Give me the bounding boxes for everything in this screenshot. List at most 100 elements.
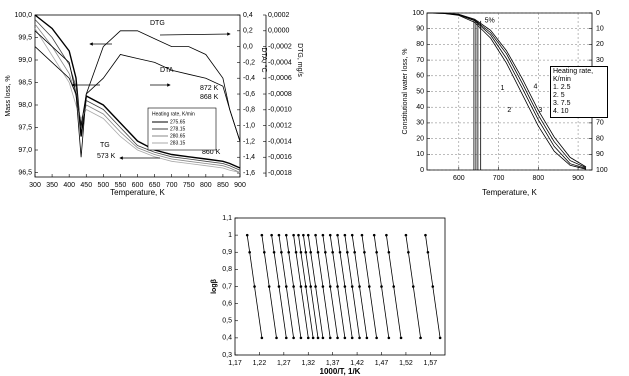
x-axis-label: Temperature, K <box>110 188 165 197</box>
annotation: DTG <box>150 20 165 27</box>
y2-tick-label: -0,6 <box>243 91 255 98</box>
data-point <box>350 233 354 237</box>
data-point <box>316 250 320 254</box>
legend-label: 4. 10 <box>553 108 569 115</box>
x-tick-label: 850 <box>217 182 229 189</box>
y2-tick-label: 30 <box>596 57 604 64</box>
data-point <box>260 233 264 237</box>
data-point <box>284 285 288 288</box>
x-tick-label: 900 <box>234 182 246 189</box>
data-point <box>336 336 339 340</box>
y-tick-label: 1,1 <box>222 215 232 222</box>
data-point <box>321 233 325 237</box>
y-tick-label: 80 <box>416 41 424 48</box>
x-tick-label: 350 <box>46 182 58 189</box>
data-line <box>34 30 241 158</box>
data-point <box>363 250 366 254</box>
data-line <box>344 235 360 338</box>
data-point <box>387 336 391 340</box>
annotation: 5% <box>485 18 495 25</box>
x-tick-label: 900 <box>572 175 584 182</box>
data-line <box>373 235 390 338</box>
y-tick-label: 0,8 <box>222 266 232 273</box>
y-tick-label: 0,5 <box>222 318 232 325</box>
data-point <box>353 250 356 254</box>
data-point <box>309 285 312 288</box>
y-tick-label: 100,0 <box>14 12 32 19</box>
y2-tick-label: 20 <box>596 41 604 48</box>
y3-tick-label: -0,0004 <box>268 59 292 66</box>
data-point <box>358 336 361 340</box>
x-tick-label: 550 <box>115 182 127 189</box>
data-point <box>277 233 281 237</box>
y-tick-label: 30 <box>416 120 424 127</box>
legend: Heating rate, K/min 275.65278.15280.65283… <box>147 107 217 151</box>
data-line <box>303 235 319 338</box>
data-point <box>336 285 339 288</box>
x-tick-label: 800 <box>200 182 212 189</box>
x-axis-label: Temperature, K <box>482 188 537 197</box>
data-line <box>278 235 294 338</box>
x-tick-label: 500 <box>97 182 109 189</box>
y3-tick-label: -0,0014 <box>268 138 292 145</box>
data-point <box>387 250 391 254</box>
data-point <box>360 233 364 237</box>
data-point <box>407 250 410 254</box>
annotation: TG <box>100 142 110 149</box>
data-line <box>298 235 314 338</box>
annotation: 1 <box>501 85 505 92</box>
data-point <box>248 250 251 254</box>
legend-title: Heating rate, K/min <box>553 68 594 83</box>
y2-tick-label: 0,0 <box>243 43 253 50</box>
data-line <box>34 28 241 173</box>
data-point <box>372 233 376 237</box>
data-point <box>316 336 320 340</box>
annotation: DTA <box>160 67 174 74</box>
legend-label: 283.15 <box>170 140 186 146</box>
data-line <box>361 235 377 338</box>
data-point <box>343 336 347 340</box>
annotation: 4 <box>534 84 538 91</box>
y-tick-label: 98,5 <box>18 79 32 86</box>
annotation: 573 K <box>97 153 116 160</box>
x-tick-label: 1,22 <box>253 360 267 367</box>
data-line <box>246 235 263 338</box>
data-point <box>284 233 288 237</box>
y3-tick-label: -0,0010 <box>268 107 292 114</box>
data-line <box>426 12 587 168</box>
data-point <box>311 336 315 340</box>
y-tick-label: 100 <box>412 10 424 17</box>
data-point <box>328 285 332 288</box>
x-tick-label: 1,37 <box>326 360 340 367</box>
y-tick-label: 0,9 <box>222 249 232 256</box>
x-tick-label: 400 <box>63 182 75 189</box>
y-axis-label: logβ <box>211 278 218 293</box>
annotation: 868 K <box>200 94 219 101</box>
x-tick-label: 1,52 <box>399 360 413 367</box>
data-line <box>315 235 331 338</box>
y-tick-label: 0 <box>420 167 424 174</box>
data-line <box>34 19 241 171</box>
data-point <box>302 233 305 237</box>
y-tick-label: 90 <box>416 26 424 33</box>
data-point <box>321 285 325 288</box>
data-line <box>285 235 302 338</box>
data-point <box>411 285 415 288</box>
data-point <box>324 250 327 254</box>
legend: Heating rate, K/min 1. 2.5 2. 5 3. 7.5 4. 1… <box>550 66 608 118</box>
y-tick-label: 20 <box>416 135 424 142</box>
x-tick-label: 1,47 <box>375 360 389 367</box>
y2-tick-label: 0,2 <box>243 28 253 35</box>
data-point <box>375 336 378 340</box>
data-point <box>385 233 388 237</box>
y3-tick-label: -0,0008 <box>268 91 292 98</box>
data-point <box>292 336 295 340</box>
data-point <box>424 233 427 237</box>
x-tick-label: 1,42 <box>350 360 364 367</box>
y3-tick-label: 0,0002 <box>268 12 290 19</box>
legend-label: 275.65 <box>170 119 186 125</box>
data-point <box>358 285 361 288</box>
data-point <box>287 250 291 254</box>
legend-label: 1. 2.5 <box>553 84 571 91</box>
